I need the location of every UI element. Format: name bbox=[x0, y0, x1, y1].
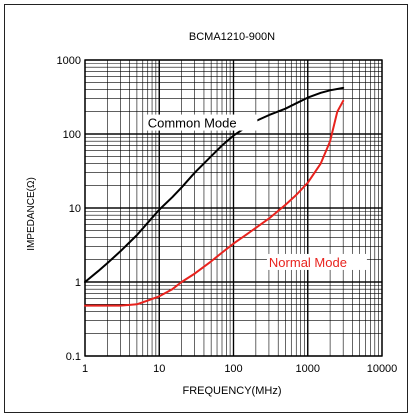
y-tick-label: 100 bbox=[63, 129, 81, 141]
common-mode-label: Common Mode bbox=[148, 116, 237, 131]
y-tick-label: 0.1 bbox=[66, 351, 81, 363]
y-tick-label: 1 bbox=[75, 277, 81, 289]
plot-border bbox=[84, 59, 383, 357]
normal-mode-label-bg bbox=[266, 253, 367, 270]
normal-mode-line bbox=[84, 99, 345, 307]
series-labels: Common Mode Normal Mode bbox=[145, 114, 367, 270]
common-mode-line bbox=[84, 86, 345, 283]
y-tick-label: 1000 bbox=[57, 55, 81, 67]
common-mode-label-bg bbox=[145, 114, 258, 131]
grid bbox=[84, 59, 383, 357]
chart-title: BCMA1210-900N bbox=[189, 31, 275, 43]
y-tick-label: 10 bbox=[69, 203, 81, 215]
series-lines bbox=[84, 86, 345, 307]
normal-mode-label: Normal Mode bbox=[269, 255, 347, 270]
x-tick-label: 100 bbox=[224, 363, 242, 375]
x-tick-label: 10000 bbox=[367, 363, 398, 375]
y-axis-label: IMPEDANCE(Ω) bbox=[26, 177, 37, 251]
x-tick-label: 1000 bbox=[296, 363, 320, 375]
x-tick-label: 1 bbox=[82, 363, 88, 375]
x-axis-label: FREQUENCY(MHz) bbox=[183, 385, 282, 397]
x-tick-label: 10 bbox=[153, 363, 165, 375]
